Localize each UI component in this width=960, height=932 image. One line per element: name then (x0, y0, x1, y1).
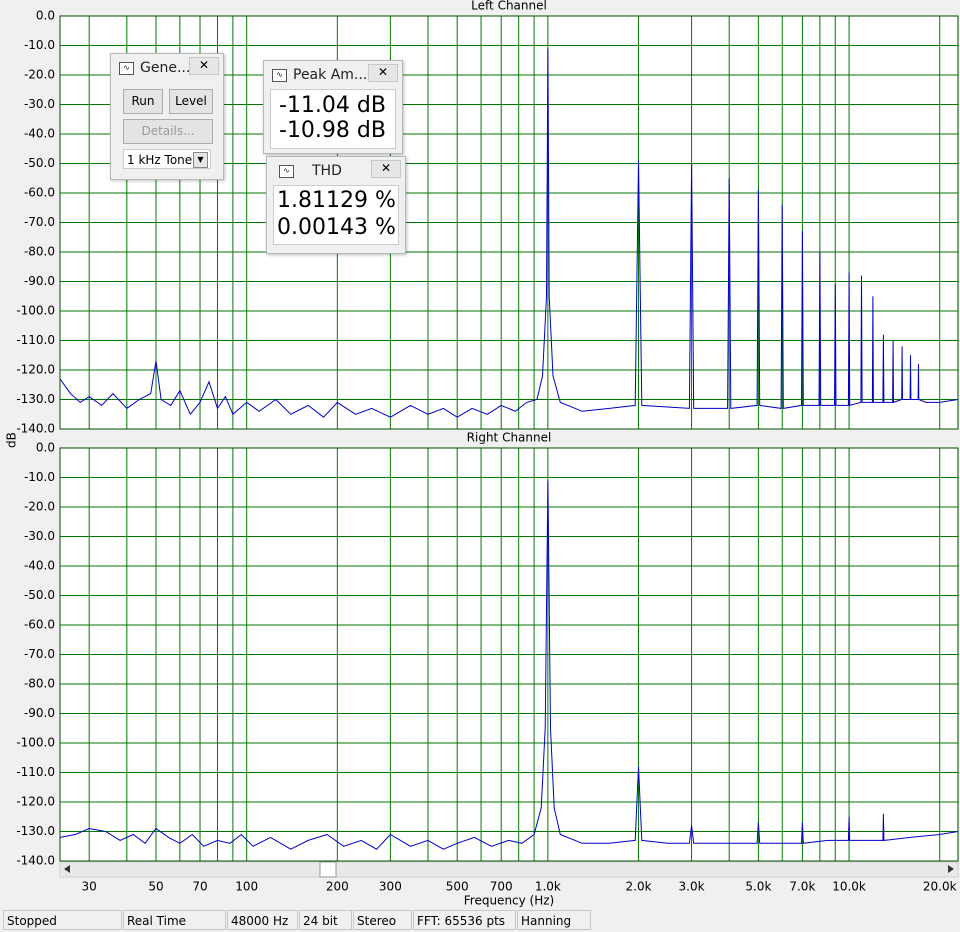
y-tick-label: -70.0 (24, 647, 55, 661)
y-tick-label: -110.0 (16, 765, 55, 779)
y-tick-label: -140.0 (16, 422, 55, 436)
scroll-right[interactable] (948, 865, 954, 873)
y-tick-label: -80.0 (24, 245, 55, 259)
status-cell: Hanning (517, 910, 591, 930)
y-tick-label: -100.0 (16, 736, 55, 750)
x-tick-label: 3.0k (679, 880, 705, 894)
x-tick-label: 30 (82, 880, 97, 894)
generator-window: ∿ Gene... ✕ Run Level Details... 1 kHz To… (110, 53, 224, 180)
chart-title: Left Channel (471, 0, 547, 13)
x-tick-label: 200 (326, 880, 349, 894)
x-tick-label: 2.0k (626, 880, 652, 894)
x-tick-label: 20.0k (923, 880, 957, 894)
scrollbar[interactable] (59, 861, 959, 878)
y-tick-label: -60.0 (24, 186, 55, 200)
status-cell: 24 bit (299, 910, 352, 930)
x-tick-label: 7.0k (789, 880, 815, 894)
readout-panel (273, 185, 399, 245)
y-tick-label: -50.0 (24, 156, 55, 170)
y-tick-label: -60.0 (24, 618, 55, 632)
window-title: ∿ Peak Am... (272, 67, 367, 83)
y-tick-label: -50.0 (24, 588, 55, 602)
status-cell: FFT: 65536 pts (413, 910, 516, 930)
spectrum-line (59, 48, 959, 418)
window-title: ∿ THD (279, 163, 342, 179)
y-axis-label: dB (5, 432, 19, 448)
x-tick-label: 100 (235, 880, 258, 894)
thd-reading: 0.00143 % (277, 215, 396, 240)
peak-reading: -10.98 dB (279, 118, 386, 143)
y-tick-label: -10.0 (24, 470, 55, 484)
y-tick-label: -30.0 (24, 97, 55, 111)
y-tick-label: -40.0 (24, 127, 55, 141)
x-tick-label: 70 (192, 880, 207, 894)
x-axis-label: Frequency (Hz) (464, 894, 555, 908)
details-button[interactable]: Details... (123, 119, 213, 144)
y-tick-label: -80.0 (24, 677, 55, 691)
x-tick-label: 5.0k (745, 880, 771, 894)
chart-title: Right Channel (467, 431, 552, 445)
y-tick-label: -90.0 (24, 706, 55, 720)
y-tick-label: -30.0 (24, 529, 55, 543)
thd-reading: 1.81129 % (277, 188, 396, 213)
y-tick-label: -120.0 (16, 363, 55, 377)
scroll-thumb[interactable] (319, 861, 337, 878)
y-tick-label: -110.0 (16, 333, 55, 347)
y-tick-label: -90.0 (24, 274, 55, 288)
peak-window: ∿ Peak Am... ✕ -11.04 dB -10.98 dB (263, 60, 403, 154)
spectrum-line (59, 480, 959, 850)
x-tick-label: 300 (379, 880, 402, 894)
plot-border (59, 447, 959, 862)
status-cell: Stereo (353, 910, 412, 930)
close-button[interactable]: ✕ (371, 160, 401, 178)
y-tick-label: -130.0 (16, 824, 55, 838)
readout-panel (270, 89, 396, 149)
y-tick-label: -130.0 (16, 392, 55, 406)
y-tick-label: -10.0 (24, 38, 55, 52)
scroll-left[interactable] (64, 865, 70, 873)
window-title: ∿ Gene... (119, 60, 190, 76)
signal-text: 1 kHz Tone (127, 153, 193, 167)
thd-window: ∿ THD ✕ 1.81129 % 0.00143 % (266, 156, 406, 254)
y-tick-label: 0.0 (36, 441, 55, 455)
x-tick-label: 500 (446, 880, 469, 894)
plot-border (59, 15, 959, 430)
run-button[interactable]: Run (123, 89, 163, 114)
close-button[interactable]: ✕ (189, 57, 219, 75)
y-tick-label: -140.0 (16, 854, 55, 868)
title-text: Peak Am... (293, 67, 368, 83)
level-button[interactable]: Level (169, 89, 213, 114)
status-cell: Stopped (3, 910, 122, 930)
signal-select[interactable]: 1 kHz Tone ▼ (123, 149, 211, 169)
peak-reading: -11.04 dB (279, 93, 386, 118)
x-tick-label: 1.0k (535, 880, 561, 894)
y-tick-label: -120.0 (16, 795, 55, 809)
x-tick-label: 50 (148, 880, 163, 894)
title-text: Gene... (140, 60, 191, 76)
status-cell: 48000 Hz (227, 910, 298, 930)
x-tick-label: 700 (490, 880, 513, 894)
y-tick-label: -70.0 (24, 215, 55, 229)
x-tick-label: 10.0k (832, 880, 866, 894)
status-cell: Real Time (123, 910, 226, 930)
title-text: THD (312, 163, 342, 179)
close-button[interactable]: ✕ (368, 64, 398, 82)
y-tick-label: 0.0 (36, 9, 55, 23)
y-tick-label: -100.0 (16, 304, 55, 318)
y-tick-label: -20.0 (24, 500, 55, 514)
y-tick-label: -40.0 (24, 559, 55, 573)
y-tick-label: -20.0 (24, 68, 55, 82)
